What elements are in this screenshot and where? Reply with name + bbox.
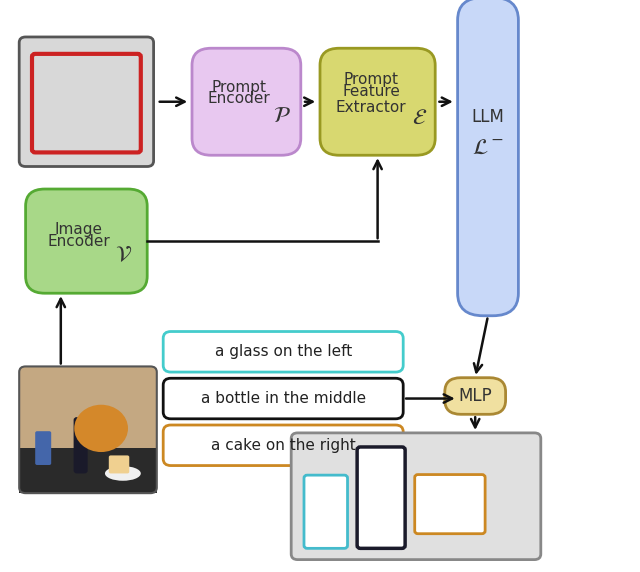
- Text: $\mathcal{L}^-$: $\mathcal{L}^-$: [472, 138, 504, 158]
- Text: Prompt: Prompt: [344, 72, 399, 87]
- Circle shape: [74, 405, 128, 452]
- FancyBboxPatch shape: [163, 425, 403, 466]
- FancyBboxPatch shape: [291, 433, 541, 559]
- FancyBboxPatch shape: [19, 367, 157, 493]
- Text: $\mathcal{E}$: $\mathcal{E}$: [412, 108, 427, 128]
- Text: Extractor: Extractor: [336, 100, 406, 115]
- Text: a bottle in the middle: a bottle in the middle: [200, 391, 366, 406]
- FancyBboxPatch shape: [192, 48, 301, 155]
- Text: $\mathcal{V}$: $\mathcal{V}$: [115, 245, 132, 265]
- FancyBboxPatch shape: [357, 447, 405, 549]
- FancyBboxPatch shape: [26, 189, 147, 293]
- Text: MLP: MLP: [458, 387, 492, 405]
- Text: $\mathcal{P}$: $\mathcal{P}$: [273, 106, 291, 126]
- Text: LLM: LLM: [472, 108, 504, 126]
- Text: a cake on the right: a cake on the right: [211, 438, 356, 453]
- FancyBboxPatch shape: [74, 417, 88, 474]
- Text: a glass on the left: a glass on the left: [214, 344, 352, 359]
- FancyBboxPatch shape: [458, 0, 518, 316]
- FancyBboxPatch shape: [320, 48, 435, 155]
- Polygon shape: [19, 448, 157, 493]
- FancyBboxPatch shape: [109, 455, 129, 474]
- FancyBboxPatch shape: [19, 37, 154, 166]
- FancyBboxPatch shape: [445, 378, 506, 414]
- Text: Encoder: Encoder: [207, 92, 270, 106]
- Text: Image: Image: [55, 223, 103, 237]
- FancyBboxPatch shape: [304, 475, 348, 549]
- Text: Encoder: Encoder: [47, 233, 110, 249]
- FancyBboxPatch shape: [163, 332, 403, 372]
- FancyBboxPatch shape: [163, 378, 403, 419]
- Ellipse shape: [105, 466, 141, 480]
- FancyBboxPatch shape: [415, 475, 485, 534]
- FancyBboxPatch shape: [35, 431, 51, 465]
- Text: Prompt: Prompt: [211, 80, 266, 95]
- Text: Feature: Feature: [342, 84, 400, 99]
